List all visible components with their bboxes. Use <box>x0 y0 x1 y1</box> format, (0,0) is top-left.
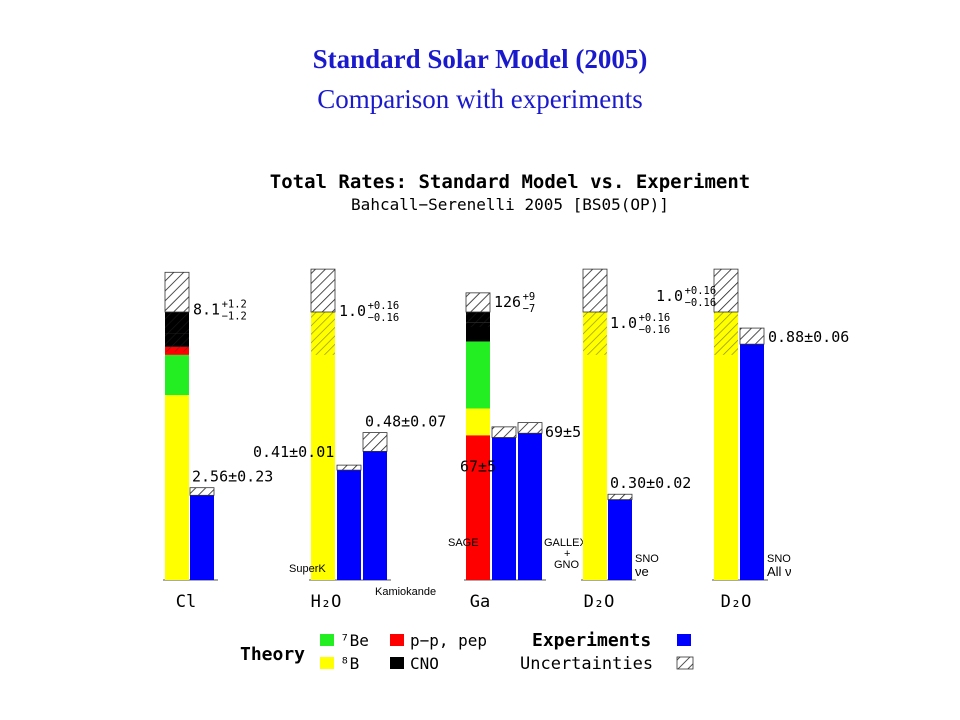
legend-swatch-experiment <box>677 634 691 646</box>
experiment-bar <box>518 433 542 580</box>
experiment-bar <box>740 344 764 580</box>
theory-error-lower: −0.16 <box>368 312 400 324</box>
legend-swatch-be7 <box>320 634 334 646</box>
experiment-value-label: 67±5 <box>460 457 496 475</box>
theory-segment-be7 <box>466 341 490 409</box>
experiment-uncertainty <box>362 432 388 452</box>
theory-error-upper: +0.16 <box>685 285 717 297</box>
legend-swatch-pp <box>390 634 404 646</box>
theory-error-upper: +0.16 <box>368 300 400 312</box>
theory-segment-b8 <box>311 312 335 580</box>
slide-subtitle: Comparison with experiments <box>317 84 643 114</box>
experiment-bar <box>190 495 214 580</box>
theory-uncertainty-lower <box>311 312 335 355</box>
chart-subtitle: Bahcall−Serenelli 2005 [BS05(OP)] <box>351 195 669 214</box>
experiment-value-label: 0.41±0.01 <box>253 443 334 461</box>
group-label: Cl <box>176 592 196 612</box>
theory-value-label: 1.0 <box>656 287 683 305</box>
theory-uncertainty-upper <box>164 271 190 313</box>
experiment-tag: SNO νe <box>635 553 659 579</box>
theory-segment-cno <box>466 322 490 342</box>
theory-uncertainty-lower <box>466 312 490 327</box>
experiment-bar <box>337 470 361 580</box>
slide-title: Standard Solar Model (2005) <box>312 44 648 74</box>
legend-label-be7: ⁷Be <box>340 631 369 650</box>
theory-uncertainty-upper <box>713 268 739 313</box>
experiment-bar <box>608 499 632 580</box>
group-label: H₂O <box>311 592 342 612</box>
theory-segment-pp <box>466 435 490 580</box>
experiment-tag: SAGE <box>448 537 479 549</box>
theory-value-label: 1.0 <box>339 302 366 320</box>
theory-error-upper: +1.2 <box>222 298 247 310</box>
experiment-value-label: 0.48±0.07 <box>365 413 446 431</box>
experiment-uncertainty <box>189 487 215 496</box>
theory-value-label: 8.1 <box>193 300 220 318</box>
theory-error-lower: −0.16 <box>639 324 671 336</box>
theory-uncertainty-upper <box>310 268 336 313</box>
experiment-uncertainty <box>607 493 633 500</box>
theory-segment-b8 <box>466 408 490 436</box>
legend-experiments-label: Experiments <box>532 630 651 651</box>
experiment-bar <box>363 451 387 580</box>
theory-uncertainty-lower <box>165 312 189 352</box>
experiment-tag: SuperK <box>289 563 326 575</box>
theory-uncertainty-upper <box>465 292 491 313</box>
theory-uncertainty-upper <box>582 268 608 313</box>
group-label: D₂O <box>584 592 615 612</box>
legend-uncertainties-label: Uncertainties <box>520 654 653 674</box>
theory-value-label: 126 <box>494 293 521 311</box>
experiment-value-label: 0.88±0.06 <box>768 328 849 346</box>
theory-value-label: 1.0 <box>610 314 637 332</box>
theory-segment-b8 <box>583 312 607 580</box>
group-label: Ga <box>470 592 490 612</box>
group-label: D₂O <box>721 592 752 612</box>
theory-uncertainty-lower <box>583 312 607 355</box>
experiment-tag: GALLEX + GNO <box>544 537 587 571</box>
experiment-value-label: 69±5 <box>545 423 581 441</box>
theory-error-upper: +0.16 <box>639 312 671 324</box>
experiment-uncertainty <box>491 426 517 438</box>
legend-label-b8: ⁸B <box>340 654 359 673</box>
chart-title: Total Rates: Standard Model vs. Experime… <box>270 171 750 193</box>
theory-segment-b8 <box>165 395 189 580</box>
experiment-tag: SNO All ν <box>767 553 792 579</box>
theory-uncertainty-lower <box>714 312 738 355</box>
theory-error-lower: −0.16 <box>685 297 717 309</box>
experiment-uncertainty <box>336 464 362 471</box>
legend-swatch-b8 <box>320 657 334 669</box>
legend-label-cno: CNO <box>410 654 439 673</box>
experiment-uncertainty <box>739 327 765 345</box>
legend-swatch-uncertainty <box>676 656 694 670</box>
theory-error-lower: −1.2 <box>222 310 247 322</box>
legend: Theory ⁷Be ⁸B p−p, pep CNO Experiments Uncerta… <box>240 630 694 674</box>
experiment-bar <box>492 437 516 580</box>
experiment-tag: Kamiokande <box>375 586 436 598</box>
theory-segment-be7 <box>165 354 189 396</box>
theory-error-upper: +9 <box>523 291 536 303</box>
legend-swatch-cno <box>390 657 404 669</box>
experiment-value-label: 0.30±0.02 <box>610 474 691 492</box>
legend-theory-label: Theory <box>240 644 305 665</box>
experiment-uncertainty <box>517 422 543 434</box>
theory-error-lower: −7 <box>523 303 536 315</box>
experiment-value-label: 2.56±0.23 <box>192 468 273 486</box>
legend-label-pp: p−p, pep <box>410 631 487 650</box>
theory-segment-b8 <box>714 312 738 580</box>
